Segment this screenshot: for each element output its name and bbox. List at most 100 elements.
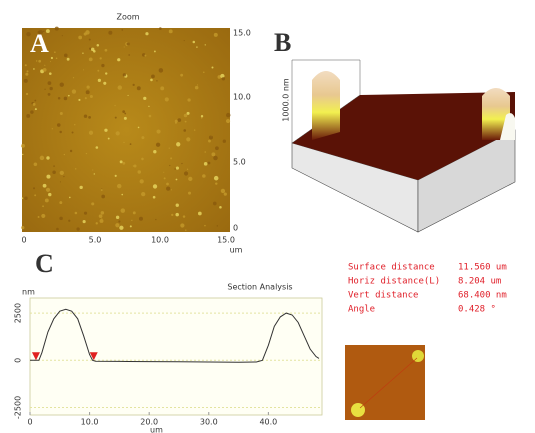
texture-dot <box>129 143 132 146</box>
texture-dot <box>48 72 52 75</box>
texture-dot <box>138 216 144 221</box>
texture-dot <box>126 42 130 46</box>
plot-area <box>29 297 323 416</box>
texture-dot <box>222 139 227 143</box>
texture-dot <box>122 73 126 77</box>
measurement-label: Angle <box>348 305 375 315</box>
thumb <box>345 345 425 420</box>
texture-dot <box>59 216 63 221</box>
texture-dot <box>184 120 187 123</box>
surface-3d <box>291 59 516 233</box>
texture-dot <box>104 48 108 52</box>
texture-dot <box>226 112 231 118</box>
texture-dot <box>225 119 231 124</box>
texture-dot <box>101 194 106 199</box>
texture-dot <box>63 153 66 156</box>
texture-dot <box>156 80 158 82</box>
texture-dot <box>100 211 105 215</box>
texture-dot <box>163 171 165 173</box>
texture-dot <box>25 92 29 96</box>
measurement-label: Surface distance <box>348 263 435 273</box>
texture-dot <box>152 195 156 199</box>
texture-dot <box>174 121 177 124</box>
texture-dot <box>78 98 81 102</box>
z-label: 1000.0 nm <box>282 78 291 122</box>
texture-dot <box>59 201 63 205</box>
texture-dot <box>45 187 51 192</box>
afm-image <box>21 26 231 232</box>
texture-dot <box>41 213 46 218</box>
texture-dot <box>47 81 52 86</box>
x-tick-label: 5.0 <box>89 236 102 245</box>
y-tick-label: 0 <box>233 224 238 233</box>
texture-dot <box>137 126 140 129</box>
texture-dot <box>141 191 146 197</box>
texture-dot <box>119 225 124 230</box>
texture-dot <box>183 171 189 176</box>
texture-dot <box>145 32 149 36</box>
texture-dot <box>21 197 24 199</box>
texture-dot <box>208 135 213 140</box>
texture-dot <box>49 61 51 63</box>
texture-dot <box>89 47 92 51</box>
texture-dot <box>180 73 184 77</box>
texture-dot <box>187 98 191 102</box>
blob <box>412 350 424 362</box>
x-tick-label: 30.0 <box>200 418 218 427</box>
texture-dot <box>211 152 216 157</box>
x-tick-label: 40.0 <box>259 418 277 427</box>
texture-dot <box>38 59 42 63</box>
texture-dot <box>92 169 94 171</box>
texture-dot <box>47 92 51 96</box>
texture-dot <box>123 141 125 144</box>
texture-dot <box>83 211 88 215</box>
texture-dot <box>42 30 45 33</box>
texture-dot <box>122 110 126 113</box>
texture-dot <box>99 57 102 60</box>
texture-dot <box>46 156 50 160</box>
image-bg <box>22 28 230 232</box>
texture-dot <box>85 152 88 155</box>
texture-dot <box>66 57 70 61</box>
texture-dot <box>217 75 222 79</box>
texture-dot <box>204 224 206 227</box>
texture-dot <box>24 64 27 67</box>
texture-dot <box>197 84 199 86</box>
texture-dot <box>93 173 95 175</box>
texture-dot <box>144 54 147 57</box>
texture-dot <box>39 155 45 161</box>
texture-dot <box>50 56 54 60</box>
texture-dot <box>34 108 37 111</box>
texture-dot <box>56 123 61 127</box>
texture-dot <box>42 183 47 188</box>
texture-dot <box>37 216 40 218</box>
texture-dot <box>61 35 63 37</box>
texture-dot <box>74 211 78 215</box>
texture-dot <box>46 174 51 179</box>
texture-dot <box>33 68 35 70</box>
texture-dot <box>212 201 217 206</box>
texture-dot <box>175 203 179 207</box>
texture-dot <box>158 68 164 73</box>
texture-dot <box>95 146 99 149</box>
texture-dot <box>57 96 61 100</box>
texture-dot <box>194 85 199 90</box>
texture-dot <box>203 71 205 73</box>
measurement-value: 8.204 um <box>458 277 501 287</box>
texture-dot <box>175 166 179 170</box>
texture-dot <box>151 74 155 79</box>
texture-dot <box>152 184 158 189</box>
texture-dot <box>53 165 55 167</box>
texture-dot <box>174 119 178 123</box>
texture-dot <box>204 44 206 46</box>
texture-dot <box>181 162 183 165</box>
texture-dot <box>169 164 171 167</box>
x-tick-label: 20.0 <box>140 418 158 427</box>
texture-dot <box>104 128 108 132</box>
texture-dot <box>139 179 144 184</box>
texture-dot <box>91 202 95 206</box>
texture-dot <box>117 58 121 62</box>
texture-dot <box>68 219 71 222</box>
texture-dot <box>124 112 127 115</box>
texture-dot <box>204 151 206 153</box>
